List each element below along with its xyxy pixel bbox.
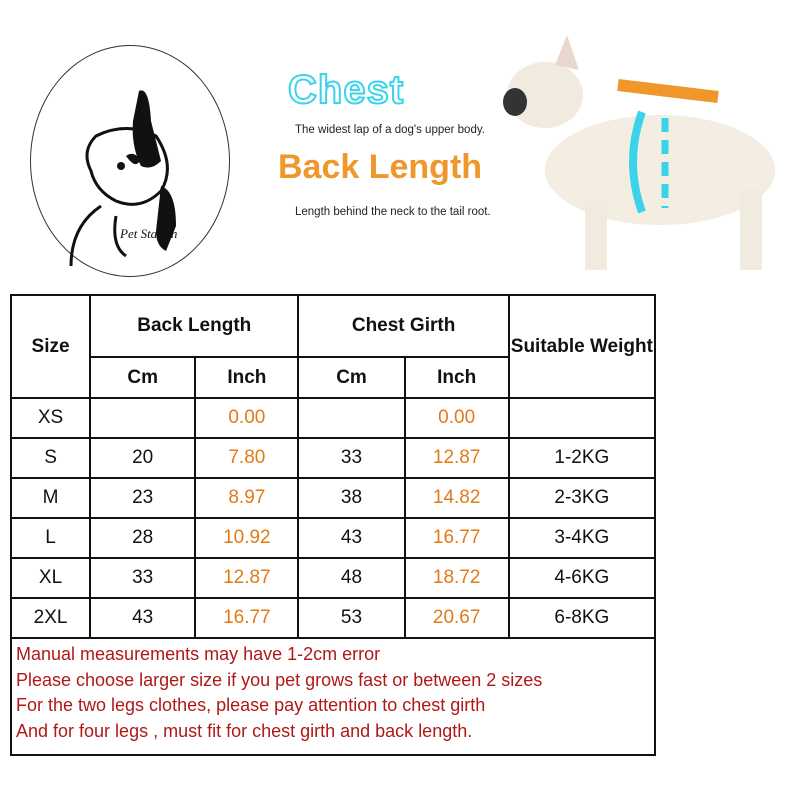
- cell-chest-cm: [297, 397, 406, 439]
- cell-weight: 3-4KG: [507, 517, 657, 559]
- cell-weight: [507, 397, 657, 439]
- table-row: 2XL 43 16.77 53 20.67 6-8KG: [9, 597, 657, 639]
- cell-size: S: [9, 437, 92, 479]
- back-length-description: Length behind the neck to the tail root.: [295, 206, 491, 218]
- cell-chest-in: 14.82: [403, 477, 510, 519]
- cell-back-in: 16.77: [194, 597, 300, 639]
- cell-weight: 2-3KG: [507, 477, 657, 519]
- header-weight: Suitable Weight: [507, 294, 657, 399]
- cell-chest-cm: 43: [297, 517, 406, 559]
- cell-chest-cm: 48: [297, 557, 406, 599]
- cell-weight: 1-2KG: [507, 437, 657, 479]
- table-row: L 28 10.92 43 16.77 3-4KG: [9, 517, 657, 559]
- back-length-marker-icon: [617, 79, 719, 103]
- cell-size: XL: [9, 557, 92, 599]
- dog-photo: [503, 35, 775, 270]
- cell-back-in: 7.80: [194, 437, 300, 479]
- cell-chest-in: 0.00: [403, 397, 510, 439]
- header-chest-inch: Inch: [403, 356, 510, 399]
- note: Manual measurements may have 1-2cm error: [16, 644, 381, 664]
- table-row: M 23 8.97 38 14.82 2-3KG: [9, 477, 657, 519]
- cell-chest-in: 18.72: [403, 557, 510, 599]
- cell-size: M: [9, 477, 92, 519]
- cell-chest-in: 16.77: [403, 517, 510, 559]
- chest-title: Chest: [287, 67, 405, 113]
- cell-chest-in: 20.67: [403, 597, 510, 639]
- header-size: Size: [9, 294, 92, 399]
- cell-weight: 4-6KG: [507, 557, 657, 599]
- cell-back-in: 0.00: [194, 397, 300, 439]
- brand-name: Pet Station: [120, 226, 178, 241]
- size-chart-table: Size Back Length Chest Girth Suitable We…: [9, 294, 657, 756]
- cell-back-cm: 28: [89, 517, 197, 559]
- back-length-title: Back Length: [278, 148, 483, 186]
- cell-back-cm: [89, 397, 197, 439]
- chest-marker-icon: [629, 110, 646, 214]
- cell-size: XS: [9, 397, 92, 439]
- cell-chest-in: 12.87: [403, 437, 510, 479]
- header-chest-girth: Chest Girth: [297, 294, 510, 358]
- cell-chest-cm: 33: [297, 437, 406, 479]
- cell-back-cm: 43: [89, 597, 197, 639]
- chest-description: The widest lap of a dog's upper body.: [295, 124, 485, 136]
- header-back-inch: Inch: [194, 356, 300, 399]
- cell-size: L: [9, 517, 92, 559]
- cell-back-cm: 23: [89, 477, 197, 519]
- cell-back-cm: 20: [89, 437, 197, 479]
- cell-back-in: 12.87: [194, 557, 300, 599]
- bulldog-logo-icon: [69, 90, 176, 267]
- cell-size: 2XL: [9, 597, 92, 639]
- cell-chest-cm: 53: [297, 597, 406, 639]
- note: For the two legs clothes, please pay att…: [16, 695, 486, 715]
- table-row: S 20 7.80 33 12.87 1-2KG: [9, 437, 657, 479]
- header-back-length: Back Length: [89, 294, 300, 358]
- table-row: XL 33 12.87 48 18.72 4-6KG: [9, 557, 657, 599]
- cell-back-cm: 33: [89, 557, 197, 599]
- cell-chest-cm: 38: [297, 477, 406, 519]
- cell-weight: 6-8KG: [507, 597, 657, 639]
- cell-back-in: 8.97: [194, 477, 300, 519]
- note: Please choose larger size if you pet gro…: [16, 669, 543, 690]
- header-chest-cm: Cm: [297, 356, 406, 399]
- note: And for four legs , must fit for chest g…: [16, 720, 473, 741]
- header-back-cm: Cm: [89, 356, 197, 399]
- cell-back-in: 10.92: [194, 517, 300, 559]
- notes-cell: Manual measurements may have 1-2cm error…: [10, 637, 656, 756]
- brand-logo: [30, 45, 230, 277]
- table-row: XS 0.00 0.00: [9, 397, 657, 439]
